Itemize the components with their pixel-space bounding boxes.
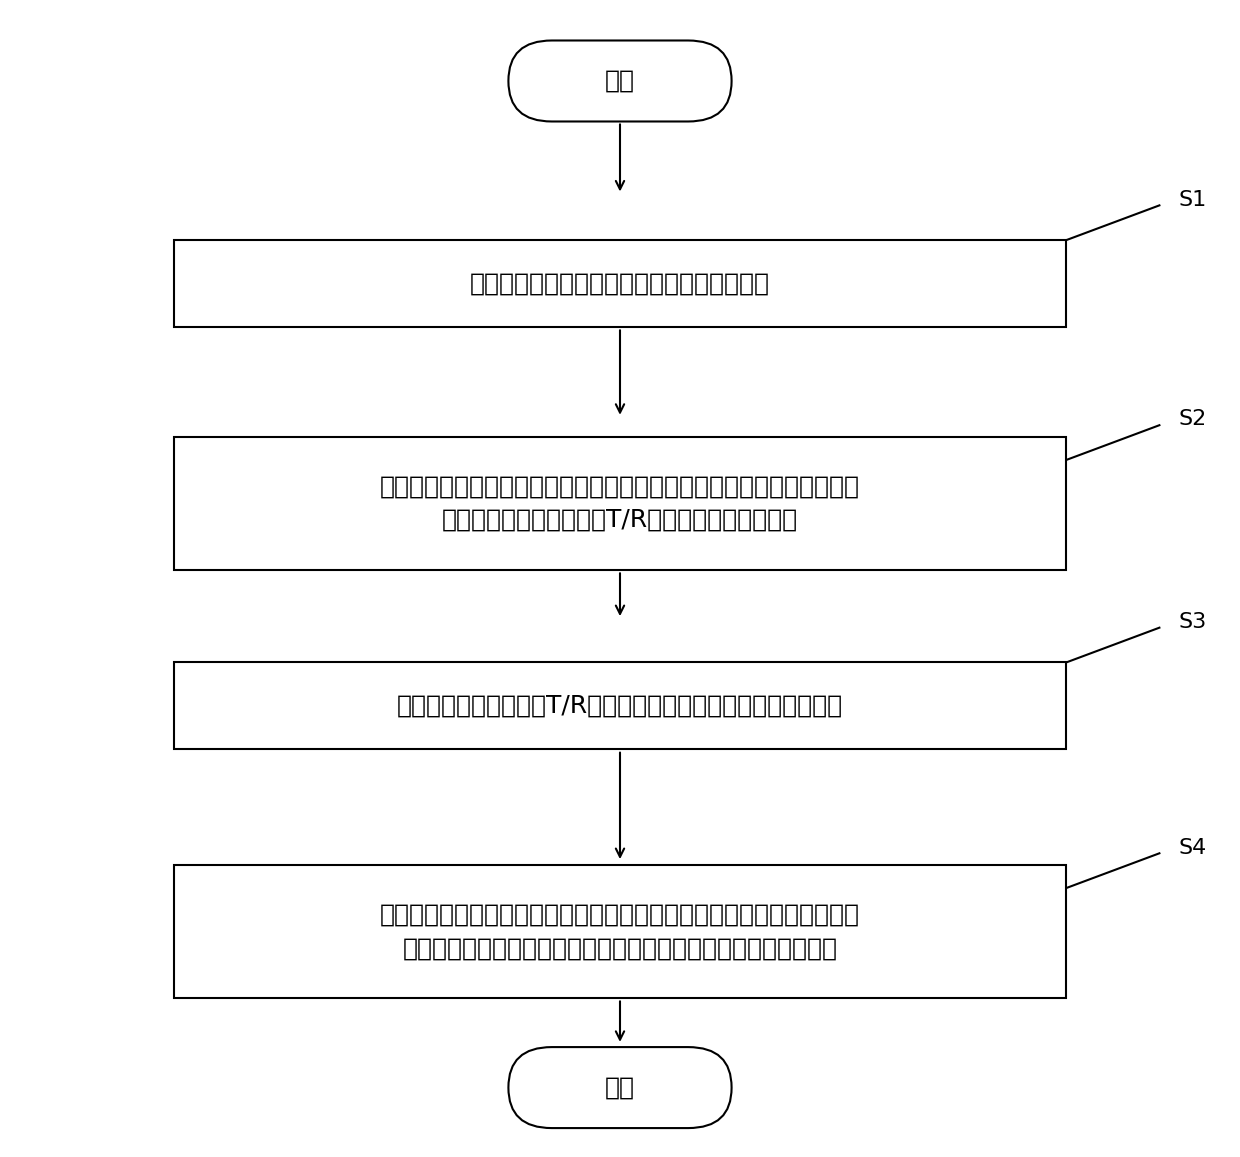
Text: 开始: 开始 [605,69,635,93]
Bar [174,437,1066,570]
Text: 获取功分器输入端口与T/R组件端口连接后各个子阵的有源方向图: 获取功分器输入端口与T/R组件端口连接后各个子阵的有源方向图 [397,694,843,717]
FancyBboxPatch shape [508,40,732,121]
Text: 根据各个子阵的有源方向图进行幅相加权综合出总体方向图，并对总体方
向图进行优化，构建完成基于不规则子阵的紧耦合超宽带天线阵列: 根据各个子阵的有源方向图进行幅相加权综合出总体方向图，并对总体方 向图进行优化，… [379,902,861,960]
Bar [174,865,1066,997]
Text: S3: S3 [1178,612,1207,632]
Text: 根据天线规模以熵最大为条件排布不规则子阵: 根据天线规模以熵最大为条件排布不规则子阵 [470,272,770,295]
FancyBboxPatch shape [508,1047,732,1128]
Text: S2: S2 [1178,410,1207,429]
Bar [174,241,1066,326]
Text: 获取与每个不规则子阵相连接的功分器输入端口的位置，使功分器输入端
口通过等长度的带状线与T/R组件端口一一对应连接: 获取与每个不规则子阵相连接的功分器输入端口的位置，使功分器输入端 口通过等长度的… [379,474,861,532]
Bar [174,662,1066,750]
Text: S4: S4 [1178,838,1207,857]
Text: S1: S1 [1178,190,1207,209]
Text: 结束: 结束 [605,1076,635,1099]
